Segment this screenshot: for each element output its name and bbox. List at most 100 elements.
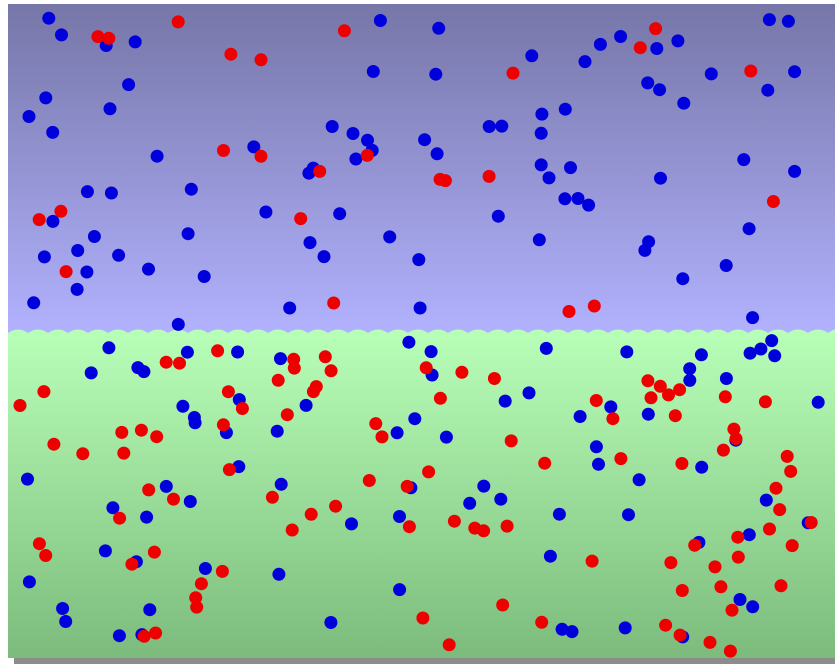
blue-particle — [324, 616, 338, 629]
red-particle — [113, 511, 127, 525]
blue-particle — [491, 209, 505, 223]
red-particle — [659, 618, 673, 632]
blue-particle — [534, 126, 548, 140]
blue-particle — [393, 510, 406, 523]
blue-particle — [150, 149, 164, 163]
blue-particle — [112, 248, 126, 262]
blue-particle — [345, 517, 358, 531]
red-particle — [455, 365, 469, 379]
red-particle — [653, 379, 667, 393]
red-particle — [641, 374, 655, 388]
blue-particle — [346, 127, 360, 140]
red-particle — [360, 148, 374, 162]
red-particle — [649, 22, 663, 36]
blue-particle — [137, 365, 151, 379]
red-particle — [402, 520, 416, 534]
blue-particle — [759, 493, 773, 507]
red-particle — [309, 380, 323, 394]
red-particle — [725, 603, 739, 617]
red-particle — [716, 443, 730, 457]
blue-particle — [299, 398, 313, 412]
red-particle — [416, 611, 430, 625]
red-particle — [254, 149, 268, 163]
blue-particle — [522, 386, 536, 400]
blue-particle — [719, 259, 733, 272]
blue-particle — [366, 65, 380, 78]
blue-particle — [571, 192, 585, 205]
gas-region — [8, 4, 835, 336]
blue-particle — [618, 621, 632, 635]
red-particle — [668, 409, 682, 423]
red-particle — [506, 66, 520, 80]
red-particle — [221, 385, 235, 399]
red-particle — [125, 557, 139, 571]
blue-particle — [555, 622, 569, 636]
red-particle — [304, 507, 318, 521]
red-particle — [91, 30, 105, 44]
blue-particle — [746, 311, 760, 325]
red-particle — [729, 432, 743, 446]
red-particle — [327, 296, 341, 310]
blue-particle — [642, 235, 656, 249]
red-particle — [758, 395, 772, 409]
blue-particle — [754, 342, 768, 356]
red-particle — [433, 391, 447, 405]
blue-particle — [317, 250, 331, 264]
blue-particle — [788, 65, 802, 79]
red-particle — [142, 483, 156, 497]
red-particle — [102, 31, 116, 45]
red-particle — [482, 169, 496, 183]
red-particle — [37, 385, 51, 399]
blue-particle — [283, 301, 297, 315]
blue-particle — [247, 140, 261, 154]
blue-particle — [671, 34, 685, 48]
red-particle — [500, 519, 514, 533]
red-particle — [714, 580, 728, 594]
red-particle — [774, 579, 788, 593]
blue-particle — [768, 349, 782, 363]
red-particle — [703, 635, 717, 649]
red-particle — [769, 481, 783, 495]
red-particle — [633, 41, 647, 55]
red-particle — [538, 456, 552, 470]
red-particle — [235, 402, 249, 415]
blue-particle — [46, 214, 60, 228]
red-particle — [32, 213, 46, 227]
blue-particle — [558, 102, 572, 116]
red-particle — [211, 344, 225, 358]
blue-particle — [424, 345, 438, 359]
blue-particle — [525, 49, 539, 63]
red-particle — [159, 355, 173, 369]
blue-particle — [593, 37, 607, 51]
red-particle — [280, 408, 294, 422]
blue-particle — [128, 35, 142, 49]
red-particle — [535, 615, 549, 629]
red-particle — [766, 195, 780, 208]
blue-particle — [183, 495, 197, 508]
blue-particle — [274, 352, 287, 366]
blue-particle — [582, 198, 596, 212]
blue-particle — [84, 366, 98, 380]
red-particle — [708, 560, 722, 574]
red-particle — [784, 464, 798, 478]
blue-particle — [259, 205, 273, 219]
blue-particle — [746, 600, 760, 614]
blue-particle — [349, 152, 363, 166]
red-particle — [718, 390, 732, 404]
blue-particle — [604, 400, 618, 414]
blue-particle — [112, 629, 126, 643]
blue-particle — [552, 507, 566, 521]
red-particle — [675, 584, 689, 597]
blue-particle — [383, 230, 397, 244]
red-particle — [673, 383, 687, 397]
blue-particle — [632, 473, 646, 487]
red-particle — [215, 564, 229, 578]
red-particle — [285, 523, 299, 537]
blue-particle — [272, 567, 286, 581]
blue-particle — [737, 153, 751, 167]
red-particle — [13, 399, 27, 412]
red-particle — [137, 629, 151, 643]
blue-particle — [565, 625, 579, 639]
red-particle — [662, 388, 675, 402]
